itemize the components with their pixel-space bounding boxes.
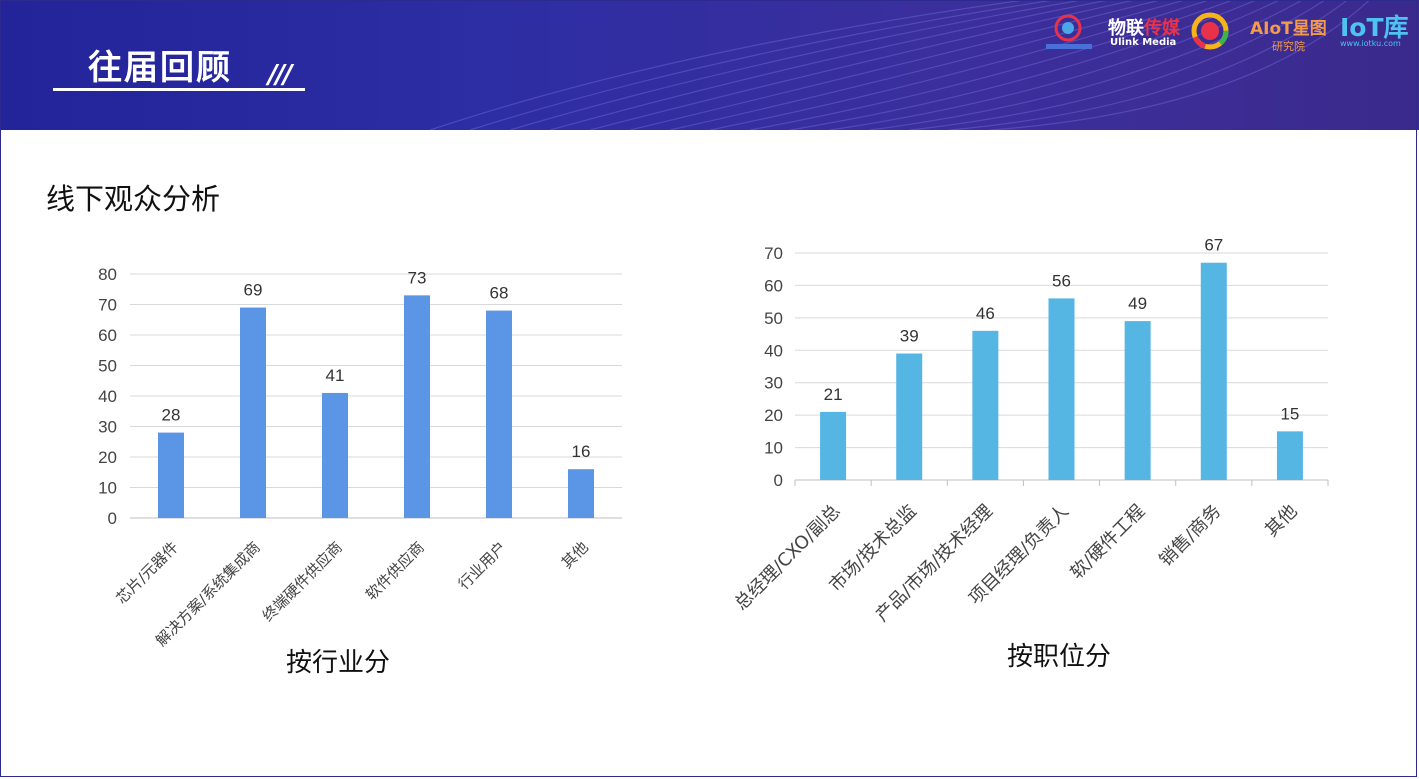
- industry-bar: [568, 469, 594, 518]
- position-y-tick-label: 0: [774, 471, 783, 490]
- position-y-tick-label: 50: [764, 309, 783, 328]
- page-title: 往届回顾: [88, 48, 232, 88]
- title-underline: [53, 88, 305, 91]
- industry-data-label: 41: [326, 366, 345, 385]
- ulink-media-logo-en: Ulink Media: [1110, 37, 1177, 48]
- ulink-media-logo: 物联传媒: [1108, 18, 1180, 39]
- industry-category-label: 其他: [558, 538, 592, 572]
- event-logo-icon: [1046, 14, 1092, 49]
- industry-y-tick-label: 70: [98, 296, 117, 315]
- header-banner: 往届回顾 /// 物联传媒 Ulink Media AIoT星图 研究院 IoT…: [0, 0, 1419, 130]
- position-data-label: 15: [1280, 404, 1299, 423]
- position-bar: [1048, 298, 1075, 480]
- position-bar: [972, 330, 999, 480]
- industry-chart-caption: 按行业分: [286, 648, 391, 678]
- industry-y-tick-label: 40: [98, 387, 117, 406]
- position-data-label: 21: [824, 385, 843, 404]
- position-y-tick-label: 70: [764, 244, 783, 263]
- position-data-label: 49: [1128, 294, 1147, 313]
- ring-logo-icon: [1191, 12, 1229, 50]
- position-y-tick-label: 30: [764, 374, 783, 393]
- industry-y-tick-label: 0: [108, 509, 117, 528]
- industry-category-label: 行业用户: [455, 538, 510, 593]
- title-slashes: ///: [268, 60, 292, 90]
- industry-y-tick-label: 60: [98, 326, 117, 345]
- aiot-logo-sub: 研究院: [1272, 40, 1305, 53]
- industry-y-tick-label: 10: [98, 479, 117, 498]
- industry-bar: [240, 307, 266, 518]
- section-title: 线下观众分析: [46, 182, 221, 216]
- industry-data-label: 69: [244, 281, 263, 300]
- position-category-label: 其他: [1261, 501, 1301, 541]
- position-bar: [1276, 431, 1303, 480]
- position-y-tick-label: 40: [764, 341, 783, 360]
- position-category-label: 软/硬件工程: [1066, 501, 1149, 584]
- position-y-tick-label: 10: [764, 439, 783, 458]
- industry-bar: [322, 392, 348, 518]
- industry-category-label: 终端硬件供应商: [259, 538, 346, 625]
- industry-data-label: 73: [408, 268, 427, 287]
- industry-data-label: 68: [490, 284, 509, 303]
- industry-y-tick-label: 50: [98, 357, 117, 376]
- position-data-label: 67: [1204, 236, 1223, 255]
- industry-y-tick-label: 30: [98, 418, 117, 437]
- position-y-tick-label: 60: [764, 276, 783, 295]
- position-data-label: 56: [1052, 271, 1071, 290]
- industry-bar: [486, 310, 512, 518]
- position-bar: [1200, 262, 1227, 480]
- aiot-logo: AIoT星图: [1250, 19, 1327, 39]
- position-chart-caption: 按职位分: [1007, 642, 1112, 672]
- position-category-label: 销售/商务: [1155, 501, 1225, 571]
- industry-bar: [158, 432, 184, 518]
- position-category-label: 总经理/CXO/副总: [731, 501, 845, 615]
- position-bar: [820, 411, 847, 480]
- iotku-logo: IoT库: [1340, 13, 1409, 42]
- industry-category-label: 软件供应商: [362, 538, 428, 604]
- industry-data-label: 16: [572, 442, 591, 461]
- industry-category-label: 芯片/元器件: [112, 538, 181, 607]
- industry-y-tick-label: 20: [98, 448, 117, 467]
- position-data-label: 39: [900, 327, 919, 346]
- industry-data-label: 28: [162, 406, 181, 425]
- position-y-tick-label: 20: [764, 406, 783, 425]
- industry-bar: [404, 295, 430, 518]
- position-bar: [1124, 321, 1151, 480]
- position-data-label: 46: [976, 304, 995, 323]
- position-bar: [896, 353, 923, 480]
- iotku-url: www.iotku.com: [1340, 39, 1401, 48]
- industry-y-tick-label: 80: [98, 265, 117, 284]
